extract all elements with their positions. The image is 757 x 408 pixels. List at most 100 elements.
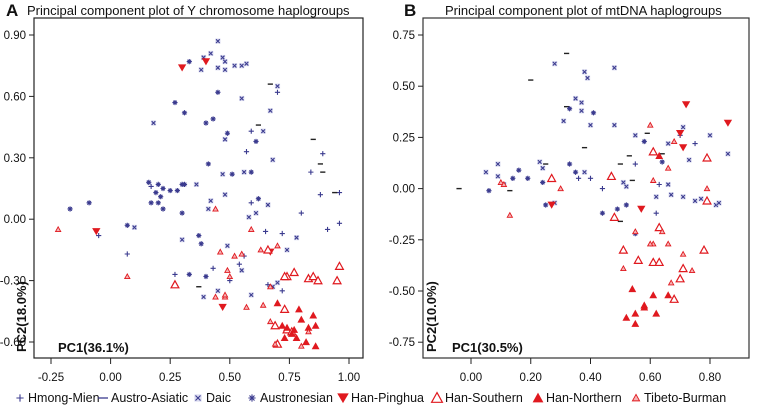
panel-b-point-daic	[578, 99, 585, 106]
panel-a-point-han-pinghua	[177, 64, 187, 72]
panel-b-point-han-northern	[655, 151, 664, 159]
panel-a-point-austronesian	[198, 241, 204, 247]
panel-b-point-daic	[572, 95, 579, 102]
panel-b-point-austronesian	[525, 175, 531, 181]
panel-a-point-tibeto-burman	[54, 225, 62, 232]
panel-a-point-tibeto-burman	[274, 242, 281, 249]
panel-a-point-tibeto-burman	[297, 342, 305, 349]
panel-a-point-tibeto-burman	[212, 293, 219, 300]
panel-b-point-han-southern	[675, 273, 686, 283]
panel-a-point-austronesian	[186, 59, 192, 65]
panel-b-x-tick-label: 0.60	[639, 372, 661, 384]
panel-a-point-austronesian	[124, 222, 130, 228]
panel-b-point-tibeto-burman	[703, 185, 711, 192]
panel-a-point-hmong-mien	[124, 251, 130, 257]
panel-a-point-han-northern	[311, 321, 320, 329]
panel-a-point-daic	[224, 243, 231, 249]
panel-b-point-daic	[707, 132, 713, 138]
panel-a-point-daic	[241, 169, 247, 175]
panel-b-point-daic	[725, 151, 731, 157]
panel-a-point-daic	[222, 192, 228, 198]
panel-b-point-daic	[680, 194, 686, 200]
panel-b-ylabel: PC2(10.0%)	[424, 281, 439, 352]
panel-b-point-hmong-mien	[692, 140, 698, 147]
panel-b-point-daic	[495, 173, 501, 179]
legend-marker-icon	[194, 394, 202, 402]
panel-a-point-austronesian	[174, 187, 180, 194]
legend: Hmong-Mien Austro-Asiatic Daic Austronesian…	[16, 391, 726, 405]
panel-a-point-han-pinghua	[201, 58, 211, 66]
legend-item-han-pinghua: Han-Pinghua	[337, 391, 424, 405]
panel-a-point-han-southern	[170, 279, 180, 289]
panel-a-point-daic	[220, 54, 226, 61]
panel-b-point-daic	[680, 124, 686, 130]
panel-a-point-austronesian	[172, 99, 178, 106]
panel-a-letter: A	[6, 1, 18, 20]
panel-a-point-han-northern	[287, 329, 296, 337]
panel-b-point-austronesian	[566, 106, 573, 112]
legend-label: Han-Southern	[445, 391, 523, 405]
panel-a-x-tick-label: 0.25	[159, 372, 181, 384]
panel-b-point-han-northern	[628, 285, 637, 293]
panel-b-point-hmong-mien	[587, 175, 594, 181]
panel-b-point-daic	[692, 198, 698, 204]
panel-b-point-austronesian	[572, 169, 579, 175]
legend-marker-icon	[532, 392, 544, 403]
panel-b-point-han-southern	[618, 244, 629, 254]
panel-b-point-tibeto-burman	[646, 121, 654, 128]
panel-a-point-tibeto-burman	[226, 272, 234, 280]
panel-a-ylabel: PC2(18.0%)	[14, 281, 29, 352]
panel-a-point-daic	[274, 280, 281, 286]
panel-a-point-austronesian	[153, 189, 159, 196]
legend-marker-icon	[248, 394, 256, 402]
panel-b-point-han-southern	[609, 212, 620, 221]
panel-b-point-daic	[578, 108, 585, 114]
panel-b-point-austronesian	[590, 110, 597, 116]
panel-a-y-tick-label: 0.90	[4, 30, 26, 42]
panel-a-point-austronesian	[181, 181, 188, 188]
panel-a-point-han-pinghua	[218, 303, 227, 311]
panel-a-point-han-northern	[292, 334, 301, 342]
panel-b-point-han-southern	[702, 195, 712, 205]
panel-a-point-austronesian	[248, 169, 254, 175]
panel-b-y-tick-label: 0.25	[393, 132, 415, 144]
panel-a-point-austronesian	[158, 194, 164, 200]
legend-label: Austro-Asiatic	[111, 391, 188, 405]
legend-label: Tibeto-Burman	[644, 391, 726, 405]
panel-a-point-austronesian	[205, 161, 211, 167]
panel-a-point-austronesian	[155, 181, 161, 188]
panel-a-point-daic	[150, 120, 157, 126]
panel-a-point-austronesian	[255, 196, 262, 202]
panel-a-point-daic	[246, 214, 252, 220]
panel-b-point-han-southern	[678, 263, 689, 273]
panel-a-point-daic	[193, 181, 200, 188]
panel-b-point-daic	[668, 192, 674, 198]
panel-a-point-hmong-mien	[336, 189, 343, 196]
panel-b-point-han-pinghua	[723, 119, 733, 127]
panel-b-point-han-southern	[654, 222, 665, 232]
panel-b-point-hmong-mien	[656, 181, 662, 188]
panel-a-point-han-southern	[334, 261, 345, 270]
panel-b-point-daic	[620, 179, 626, 186]
panel-b-point-han-northern	[652, 309, 661, 317]
panel-b-point-han-pinghua	[547, 201, 556, 209]
panel-b-y-tick-label: -0.50	[389, 286, 415, 298]
panel-a-title: Principal component plot of Y chromosome…	[27, 3, 350, 18]
panel-a-point-daic	[179, 237, 185, 243]
panel-a-point-hmong-mien	[243, 149, 250, 155]
panel-b-x-tick-label: 0.20	[520, 372, 542, 384]
panel-a-point-hmong-mien	[96, 232, 102, 239]
panel-b-point-daic	[561, 118, 567, 124]
panel-a-point-hmong-mien	[320, 151, 326, 157]
panel-a-point-han-southern	[279, 304, 290, 313]
panel-a-y-tick-label: 0.60	[4, 91, 26, 103]
panel-a-point-han-pinghua	[92, 228, 101, 236]
panel-b-title: Principal component plot of mtDNA haplog…	[445, 3, 722, 18]
panel-a-point-hmong-mien	[274, 89, 281, 95]
panel-a-point-hmong-mien	[279, 230, 285, 237]
panel-b-point-tibeto-burman	[688, 266, 696, 274]
panel-b-point-han-northern	[622, 313, 631, 321]
panel-a-point-hmong-mien	[308, 169, 314, 175]
panel-a-y-axis: 0.90 0.60 0.30 0.00 -0.30 -0.60	[0, 30, 34, 349]
panel-a-point-hmong-mien	[148, 183, 154, 190]
